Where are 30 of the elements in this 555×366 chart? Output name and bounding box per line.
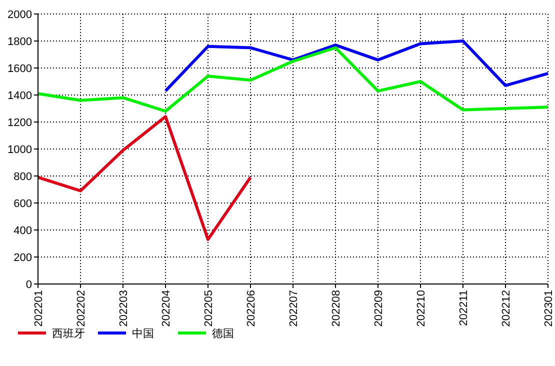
y-tick-label: 1400 xyxy=(8,90,32,102)
line-series xyxy=(36,46,550,113)
x-tick-label: 202204 xyxy=(160,290,172,327)
legend-label: 中国 xyxy=(132,326,154,340)
x-tick-label: 202203 xyxy=(118,290,130,327)
y-tick-label: 200 xyxy=(14,252,32,264)
y-tick-label: 1600 xyxy=(8,62,32,75)
x-tick-label: 202206 xyxy=(246,290,258,327)
x-tick-label: 202212 xyxy=(500,290,512,327)
y-tick-label: 1800 xyxy=(8,36,32,48)
y-tick-label: 400 xyxy=(14,224,32,237)
x-tick-label: 202205 xyxy=(203,290,215,327)
line-series xyxy=(36,115,252,241)
legend-label: 西班牙 xyxy=(52,326,85,340)
x-tick-label: 202207 xyxy=(288,290,300,327)
x-tick-label: 202201 xyxy=(33,290,45,327)
legend-label: 德国 xyxy=(212,328,234,340)
y-tick-label: 2000 xyxy=(8,8,32,21)
line-series xyxy=(164,40,550,92)
y-tick-label: 800 xyxy=(14,170,32,183)
x-tick-label: 202211 xyxy=(458,290,470,326)
x-tick-label: 202301 xyxy=(543,290,555,327)
x-tick-label: 202202 xyxy=(76,290,88,327)
y-tick-label: 1200 xyxy=(8,116,32,129)
y-tick-label: 600 xyxy=(14,198,32,210)
y-tick-label: 1000 xyxy=(8,144,32,156)
x-tick-label: 202208 xyxy=(330,290,342,327)
x-tick-label: 202210 xyxy=(416,290,428,327)
y-tick-label: 0 xyxy=(26,278,32,291)
x-tick-label: 202209 xyxy=(373,290,385,327)
